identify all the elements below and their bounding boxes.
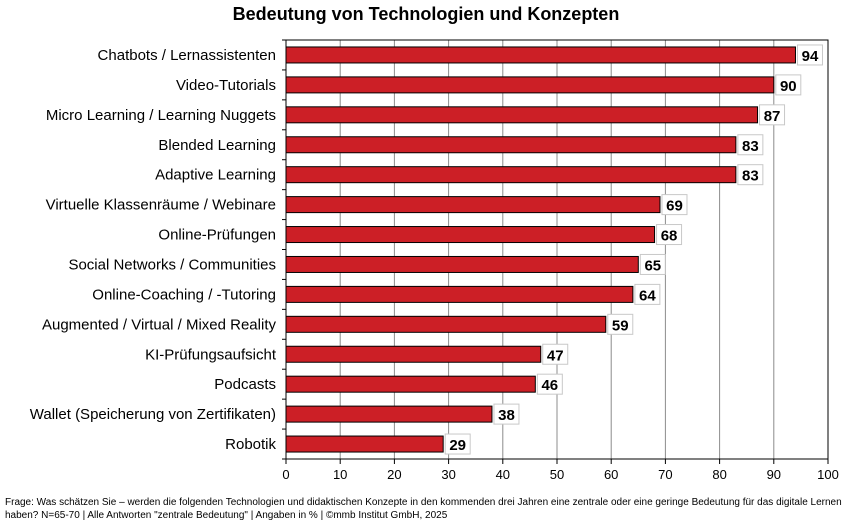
category-label: Online-Prüfungen — [158, 227, 276, 244]
category-label: Video-Tutorials — [176, 77, 276, 94]
x-axis-ticks: 0 10 20 30 40 50 60 70 80 90 100 — [282, 39, 839, 482]
category-label: Adaptive Learning — [155, 167, 276, 184]
value-label: 59 — [612, 317, 629, 334]
value-label-box — [493, 403, 520, 425]
x-tick-label: 70 — [658, 467, 672, 482]
bar — [285, 405, 493, 423]
bar — [285, 255, 639, 273]
value-label: 46 — [541, 377, 558, 394]
bar — [285, 136, 737, 154]
category-label: Micro Learning / Learning Nuggets — [46, 107, 276, 124]
x-tick-label: 60 — [604, 467, 618, 482]
value-label-box — [444, 433, 471, 455]
value-label-box — [737, 164, 764, 186]
value-label: 68 — [661, 228, 678, 245]
bar — [285, 285, 634, 303]
value-label: 64 — [639, 287, 656, 304]
value-label-box — [661, 194, 688, 216]
category-label: Blended Learning — [158, 137, 276, 154]
value-label: 94 — [802, 48, 819, 65]
value-label: 87 — [764, 108, 781, 125]
category-label: Robotik — [225, 436, 276, 453]
value-label-box — [639, 253, 666, 275]
bar — [285, 106, 759, 124]
category-label: Online-Coaching / -Tutoring — [92, 286, 276, 303]
x-tick-label: 90 — [767, 467, 781, 482]
category-label: KI-Prüfungsaufsicht — [145, 346, 277, 363]
value-label-box — [796, 44, 823, 66]
value-label-box — [634, 283, 661, 305]
category-label: Virtuelle Klassenräume / Webinare — [46, 197, 276, 214]
bar — [285, 345, 542, 363]
category-label: Augmented / Virtual / Mixed Reality — [42, 316, 277, 333]
bars — [285, 46, 796, 453]
value-label: 65 — [644, 257, 661, 274]
chart-title: Bedeutung von Technologien und Konzepten — [232, 4, 620, 24]
x-tick-label: 80 — [712, 467, 726, 482]
category-label: Chatbots / Lernassistenten — [98, 47, 276, 64]
value-label: 90 — [780, 78, 797, 95]
bar — [285, 46, 796, 64]
category-label: Social Networks / Communities — [68, 256, 276, 273]
value-label-box — [536, 373, 563, 395]
value-label-box — [737, 134, 764, 156]
value-label: 38 — [498, 407, 515, 424]
x-tick-label: 100 — [817, 467, 839, 482]
value-label-box — [542, 343, 569, 365]
x-tick-label: 50 — [550, 467, 564, 482]
x-tick-label: 30 — [441, 467, 455, 482]
value-label-box — [775, 74, 802, 96]
value-label: 83 — [742, 138, 759, 155]
value-label: 83 — [742, 168, 759, 185]
x-tick-label: 10 — [333, 467, 347, 482]
bar — [285, 435, 444, 453]
value-label: 29 — [449, 437, 466, 454]
value-label-box — [759, 104, 786, 126]
value-label-box — [607, 313, 634, 335]
category-labels: Chatbots / Lernassistenten Video-Tutorial… — [30, 47, 277, 453]
value-label: 69 — [666, 198, 683, 215]
bar — [285, 375, 536, 393]
bar — [285, 166, 737, 184]
gridlines — [339, 40, 775, 459]
x-tick-label: 20 — [387, 467, 401, 482]
value-label-box — [656, 224, 683, 246]
value-label: 47 — [547, 347, 564, 364]
category-label: Wallet (Speicherung von Zertifikaten) — [30, 406, 276, 423]
footnote: Frage: Was schätzen Sie – werden die fol… — [5, 497, 842, 521]
bar — [285, 315, 607, 333]
bar — [285, 226, 656, 244]
x-tick-label: 0 — [282, 467, 289, 482]
bar — [285, 76, 775, 94]
bar — [285, 196, 661, 214]
category-label: Podcasts — [214, 376, 276, 393]
x-tick-label: 40 — [496, 467, 510, 482]
